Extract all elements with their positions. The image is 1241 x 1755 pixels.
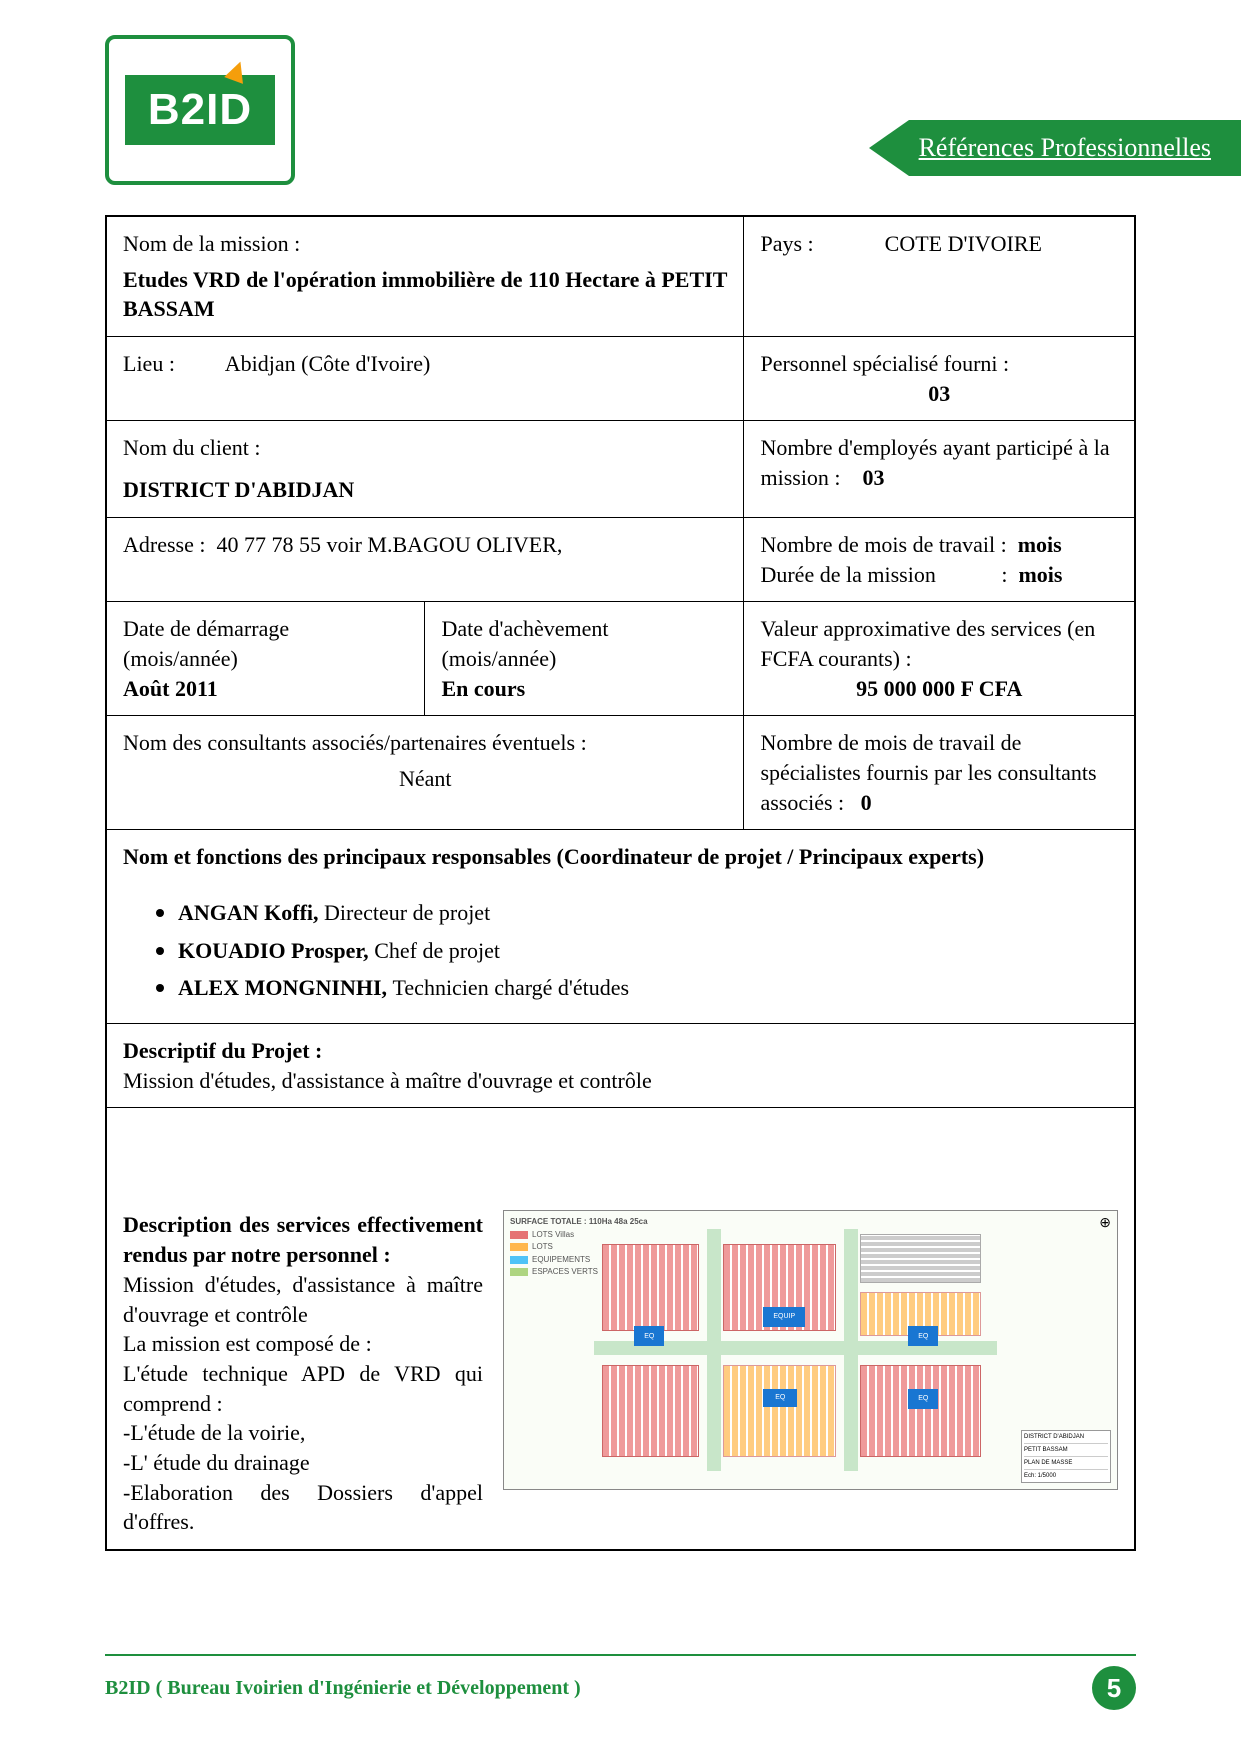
start-value: Août 2011 <box>123 674 408 704</box>
expert-role: Chef de projet <box>374 938 500 963</box>
banner-title: Références Professionnelles <box>909 120 1241 176</box>
services-line: -L'étude de la voirie, <box>123 1418 483 1448</box>
cell-consultants: Nom des consultants associés/partenaires… <box>106 716 744 830</box>
cell-project-desc: Descriptif du Projet : Mission d'études,… <box>106 1024 1135 1108</box>
end-value: En cours <box>441 674 727 704</box>
work-months-label: Nombre de mois de travail : <box>760 532 1006 557</box>
employees-value: 03 <box>863 465 885 490</box>
footer-text: B2ID ( Bureau Ivoirien d'Ingénierie et D… <box>105 1677 581 1700</box>
personnel-label: Personnel spécialisé fourni : <box>760 349 1118 379</box>
expert-item: ANGAN Koffi, Directeur de projet <box>178 892 1118 930</box>
cell-end-date: Date d'achèvement (mois/année) En cours <box>425 602 744 716</box>
experts-list: ANGAN Koffi, Directeur de projet KOUADIO… <box>123 892 1118 1005</box>
cell-personnel: Personnel spécialisé fourni : 03 <box>744 337 1135 421</box>
mission-name-value: Etudes VRD de l'opération immobilière de… <box>123 265 727 324</box>
value-label: Valeur approximative des services (en FC… <box>760 614 1118 673</box>
mission-table: Nom de la mission : Etudes VRD de l'opér… <box>105 215 1136 1551</box>
legend-label: LOTS <box>532 1242 553 1252</box>
footer: B2ID ( Bureau Ivoirien d'Ingénierie et D… <box>105 1654 1136 1710</box>
services-text: Description des services effectivement r… <box>123 1210 483 1537</box>
cell-employees: Nombre d'employés ayant participé à la m… <box>744 421 1135 517</box>
cell-consultant-months: Nombre de mois de travail de spécialiste… <box>744 716 1135 830</box>
services-line: Mission d'études, d'assistance à maître … <box>123 1270 483 1329</box>
logo-text: B2ID <box>148 85 252 135</box>
legend-label: EQUIPEMENTS <box>532 1255 590 1265</box>
cell-mission-name: Nom de la mission : Etudes VRD de l'opér… <box>106 216 744 337</box>
country-value: COTE D'IVOIRE <box>885 231 1042 256</box>
plan-legend-title: SURFACE TOTALE : 110Ha 48a 25ca <box>510 1217 648 1227</box>
consultant-months-value: 0 <box>861 790 872 815</box>
services-label: Description des services effectivement r… <box>123 1210 483 1269</box>
consultants-value: Néant <box>123 764 727 794</box>
start-label: Date de démarrage (mois/année) <box>123 614 408 673</box>
cell-address: Adresse : 40 77 78 55 voir M.BAGOU OLIVE… <box>106 517 744 601</box>
banner-chevron-icon <box>869 120 909 176</box>
consultants-label: Nom des consultants associés/partenaires… <box>123 728 727 758</box>
duration-value: mois <box>1018 562 1062 587</box>
expert-item: ALEX MONGNINHI, Technicien chargé d'étud… <box>178 967 1118 1005</box>
value-amount: 95 000 000 F CFA <box>760 674 1118 704</box>
plan-tb-line: PETIT BASSAM <box>1024 1446 1108 1454</box>
expert-name: KOUADIO Prosper, <box>178 938 369 963</box>
end-label: Date d'achèvement (mois/année) <box>441 614 727 673</box>
legend-label: LOTS Villas <box>532 1230 574 1240</box>
personnel-value: 03 <box>760 379 1118 409</box>
cell-experts: Nom et fonctions des principaux responsa… <box>106 830 1135 1024</box>
services-line: L'étude technique APD de VRD qui compren… <box>123 1359 483 1418</box>
client-label: Nom du client : <box>123 433 727 463</box>
expert-role: Directeur de projet <box>324 900 490 925</box>
project-desc-label: Descriptif du Projet : <box>123 1036 1118 1066</box>
address-label: Adresse : <box>123 532 205 557</box>
page: B2ID Références Professionnelles Nom de … <box>0 0 1241 1755</box>
legend-swatch <box>510 1243 528 1251</box>
cell-start-date: Date de démarrage (mois/année) Août 2011 <box>106 602 425 716</box>
services-line: La mission est composé de : <box>123 1329 483 1359</box>
address-value: 40 77 78 55 voir M.BAGOU OLIVER, <box>216 532 562 557</box>
experts-heading: Nom et fonctions des principaux responsa… <box>123 842 1118 872</box>
legend-swatch <box>510 1231 528 1239</box>
cell-services: Description des services effectivement r… <box>106 1108 1135 1550</box>
site-plan: SURFACE TOTALE : 110Ha 48a 25ca LOTS Vil… <box>503 1210 1118 1490</box>
expert-name: ALEX MONGNINHI, <box>178 975 387 1000</box>
work-months-value: mois <box>1018 532 1062 557</box>
page-number: 5 <box>1092 1666 1136 1710</box>
compass-icon: ⊕ <box>1099 1215 1111 1234</box>
expert-name: ANGAN Koffi, <box>178 900 319 925</box>
services-line: -Elaboration des Dossiers d'appel d'offr… <box>123 1478 483 1537</box>
logo: B2ID <box>105 35 295 185</box>
plan-grid: EQ EQUIP EQ EQ EQ <box>594 1229 997 1471</box>
cell-client: Nom du client : DISTRICT D'ABIDJAN <box>106 421 744 517</box>
duration-label: Durée de la mission <box>760 562 935 587</box>
logo-inner: B2ID <box>125 75 275 145</box>
plan-tb-line: DISTRICT D'ABIDJAN <box>1024 1433 1108 1441</box>
location-value: Abidjan (Côte d'Ivoire) <box>225 351 431 376</box>
expert-role: Technicien chargé d'études <box>393 975 630 1000</box>
expert-item: KOUADIO Prosper, Chef de projet <box>178 930 1118 968</box>
legend-swatch <box>510 1256 528 1264</box>
employees-label: Nombre d'employés ayant participé à la m… <box>760 435 1109 490</box>
location-label: Lieu : <box>123 351 175 376</box>
services-line: -L' étude du drainage <box>123 1448 483 1478</box>
logo-accent-icon <box>224 58 250 84</box>
mission-name-label: Nom de la mission : <box>123 229 727 259</box>
country-label: Pays : <box>760 231 813 256</box>
plan-title-block: DISTRICT D'ABIDJAN PETIT BASSAM PLAN DE … <box>1021 1430 1111 1483</box>
project-desc-value: Mission d'études, d'assistance à maître … <box>123 1066 1118 1096</box>
legend-swatch <box>510 1268 528 1276</box>
client-value: DISTRICT D'ABIDJAN <box>123 475 727 505</box>
cell-country: Pays : COTE D'IVOIRE <box>744 216 1135 337</box>
consultant-months-label: Nombre de mois de travail de spécialiste… <box>760 730 1096 814</box>
plan-tb-line: PLAN DE MASSE <box>1024 1459 1108 1467</box>
legend-label: ESPACES VERTS <box>532 1267 598 1277</box>
cell-work-months: Nombre de mois de travail : mois Durée d… <box>744 517 1135 601</box>
banner: Références Professionnelles <box>869 120 1241 176</box>
cell-location: Lieu : Abidjan (Côte d'Ivoire) <box>106 337 744 421</box>
cell-value: Valeur approximative des services (en FC… <box>744 602 1135 716</box>
plan-tb-line: Ech: 1/5000 <box>1024 1472 1108 1480</box>
